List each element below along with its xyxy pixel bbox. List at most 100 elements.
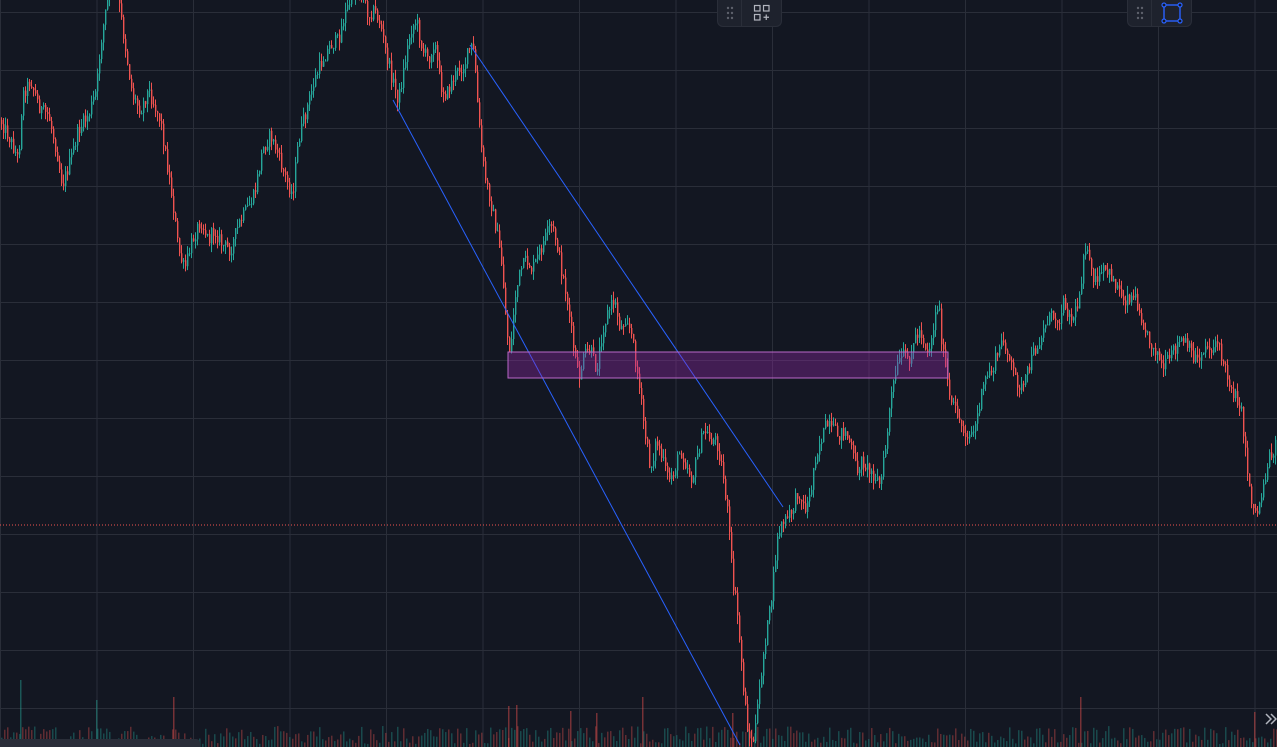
volume-bar (625, 735, 627, 747)
candle-body (163, 123, 165, 147)
volume-bar (250, 731, 252, 747)
candle-body (843, 428, 845, 436)
candle-body (1157, 351, 1159, 355)
volume-bar (1162, 732, 1164, 747)
candle-body (709, 431, 711, 439)
candle-body (1091, 258, 1093, 269)
candle-body (487, 180, 489, 185)
rectangle-tool-button[interactable] (1152, 0, 1191, 26)
candle-body (483, 147, 485, 162)
candle-body (229, 246, 231, 256)
volume-bar (436, 736, 438, 747)
volume-bar (289, 737, 291, 747)
volume-bar (1135, 737, 1137, 747)
candle-body (731, 532, 733, 559)
layout-button[interactable] (742, 0, 781, 26)
candle-body (415, 23, 417, 26)
candle-body (1087, 249, 1089, 252)
candle-body (491, 201, 493, 212)
volume-bar (1261, 736, 1263, 747)
volume-bar (487, 743, 489, 747)
candle-body (1271, 452, 1273, 458)
candle-body (1139, 309, 1141, 314)
volume-bar (1102, 738, 1104, 747)
volume-bar (106, 728, 108, 747)
candle-body (185, 260, 187, 267)
candle-body (1217, 341, 1219, 344)
candle-body (331, 45, 333, 49)
candle-body (315, 74, 317, 87)
candle-body (1101, 272, 1103, 274)
volume-bar (247, 736, 249, 747)
horizontal-scrollbar[interactable] (0, 739, 200, 747)
volume-bar (1159, 739, 1161, 747)
candle-body (629, 323, 631, 329)
volume-bar (415, 743, 417, 747)
candle-body (619, 316, 621, 330)
drawing-tools[interactable] (392, 44, 949, 746)
candle-body (899, 358, 901, 363)
candle-body (803, 501, 805, 504)
candle-body (915, 334, 917, 344)
candle-body (79, 126, 81, 134)
candle-body (919, 330, 921, 338)
candle-body (785, 516, 787, 524)
candle-body (1007, 350, 1009, 355)
candle-body (11, 138, 13, 143)
volume-bar (732, 713, 734, 747)
volume-bar (601, 732, 603, 747)
volume-bar (355, 742, 357, 747)
volume-bar (907, 740, 909, 747)
candle-body (1165, 358, 1167, 370)
candle-body (515, 297, 517, 315)
candle-body (287, 174, 289, 183)
candle-body (799, 498, 801, 500)
volume-bar (808, 733, 810, 747)
volume-bar (577, 731, 579, 747)
drag-handle[interactable] (1128, 0, 1152, 26)
volume-bar (463, 742, 465, 747)
candle-body (453, 80, 455, 82)
candle-body (639, 373, 641, 389)
volume-bar (596, 713, 598, 747)
candle-body (167, 149, 169, 173)
candle-body (53, 128, 55, 140)
candle-body (659, 445, 661, 449)
scroll-to-realtime-button[interactable] (1262, 710, 1277, 728)
volume-bar (472, 742, 474, 747)
candle-body (253, 190, 255, 204)
candle-body (705, 431, 707, 433)
candle-body (197, 223, 199, 240)
candle-body (689, 468, 691, 476)
volume-bar (1204, 727, 1206, 747)
drag-handle[interactable] (718, 0, 742, 26)
candle-body (521, 267, 523, 270)
candle-body (171, 177, 173, 197)
candle-body (499, 230, 501, 248)
candle-body (1205, 346, 1207, 353)
candle-body (45, 104, 47, 112)
volume-bar (1027, 736, 1029, 747)
volume-bar (1207, 739, 1209, 747)
volume-bar (745, 732, 747, 747)
volume-bar (34, 726, 36, 747)
volume-bar (856, 743, 858, 747)
volume-bar (412, 736, 414, 747)
volume-bar (97, 728, 99, 747)
candle-body (633, 334, 635, 342)
volume-bar (88, 727, 90, 747)
candle-body (673, 475, 675, 477)
volume-bar (616, 740, 618, 747)
candle-body (1009, 354, 1011, 360)
candle-body (1019, 387, 1021, 391)
volume-bar (1195, 734, 1197, 747)
candle-body (101, 42, 103, 60)
candle-body (417, 19, 419, 24)
candle-body (445, 93, 447, 99)
volume-bar (886, 733, 888, 747)
candle-body (345, 9, 347, 24)
candle-body (1071, 314, 1073, 321)
candle-body (1109, 268, 1111, 275)
